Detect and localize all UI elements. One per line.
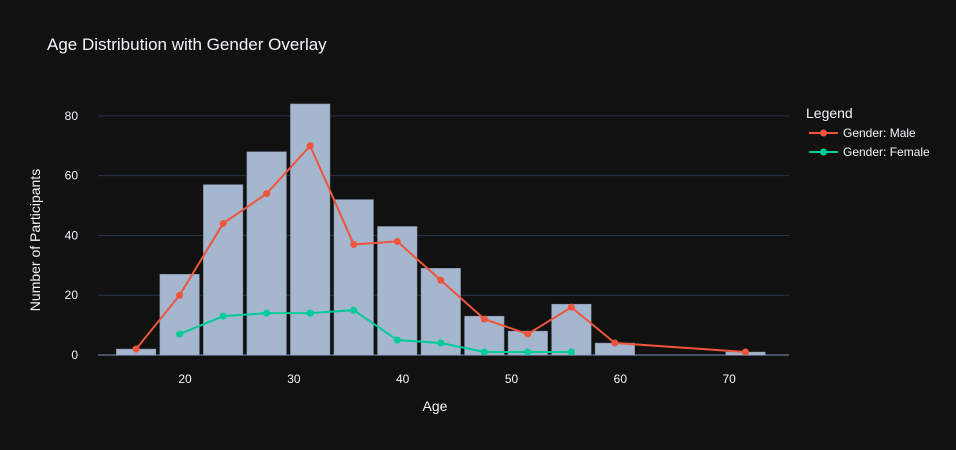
series-point[interactable] bbox=[350, 240, 358, 248]
histogram-bars bbox=[116, 103, 766, 356]
series-point[interactable] bbox=[741, 348, 749, 356]
x-axis-label: Age bbox=[423, 398, 448, 414]
y-tick-label: 40 bbox=[65, 228, 79, 242]
x-tick-label: 60 bbox=[614, 372, 628, 386]
series-point[interactable] bbox=[219, 312, 227, 320]
histogram-bar[interactable] bbox=[203, 184, 244, 356]
x-tick-label: 20 bbox=[178, 372, 192, 386]
series-point[interactable] bbox=[393, 237, 401, 245]
x-tick-label: 30 bbox=[287, 372, 301, 386]
y-tick-label: 0 bbox=[71, 348, 78, 362]
chart-title: Age Distribution with Gender Overlay bbox=[47, 35, 327, 54]
y-tick-label: 60 bbox=[65, 169, 79, 183]
series-point[interactable] bbox=[567, 303, 575, 311]
x-ticks: 20 30 40 50 60 70 bbox=[178, 372, 736, 386]
legend-marker bbox=[820, 148, 827, 156]
histogram-bar[interactable] bbox=[333, 199, 374, 356]
series-point[interactable] bbox=[437, 276, 445, 284]
y-axis-label: Number of Participants bbox=[27, 169, 43, 311]
legend-item-label[interactable]: Gender: Male bbox=[843, 126, 916, 140]
series-line bbox=[179, 309, 572, 354]
series-point[interactable] bbox=[524, 348, 532, 356]
histogram-bar[interactable] bbox=[551, 303, 592, 356]
series-point[interactable] bbox=[263, 190, 271, 198]
x-tick-label: 70 bbox=[722, 372, 736, 386]
histogram-bar[interactable] bbox=[377, 226, 418, 356]
legend-item-label[interactable]: Gender: Female bbox=[843, 145, 930, 159]
series-point[interactable] bbox=[480, 315, 488, 323]
histogram-bar[interactable] bbox=[246, 151, 287, 356]
series-lines bbox=[132, 142, 749, 356]
series-point[interactable] bbox=[176, 291, 184, 299]
series-point[interactable] bbox=[176, 330, 184, 338]
series-point[interactable] bbox=[480, 348, 488, 356]
y-tick-label: 20 bbox=[65, 288, 79, 302]
y-ticks: 0 20 40 60 80 bbox=[65, 109, 79, 362]
series-point[interactable] bbox=[567, 348, 575, 356]
series-point[interactable] bbox=[132, 345, 140, 353]
histogram-bar[interactable] bbox=[290, 103, 331, 356]
series-point[interactable] bbox=[219, 219, 227, 227]
series-point[interactable] bbox=[306, 142, 314, 150]
histogram-bar[interactable] bbox=[159, 274, 200, 356]
legend-title: Legend bbox=[806, 105, 853, 121]
series-point[interactable] bbox=[524, 330, 532, 338]
series-point[interactable] bbox=[611, 339, 619, 347]
series-point[interactable] bbox=[393, 336, 401, 344]
series-point[interactable] bbox=[437, 339, 445, 347]
series-point[interactable] bbox=[306, 309, 314, 317]
x-tick-label: 50 bbox=[505, 372, 519, 386]
legend-marker bbox=[820, 129, 827, 137]
series-point[interactable] bbox=[263, 309, 271, 317]
y-tick-label: 80 bbox=[65, 109, 79, 123]
series-point[interactable] bbox=[350, 306, 358, 314]
x-tick-label: 40 bbox=[396, 372, 410, 386]
legend[interactable]: Legend Gender: Male Gender: Female bbox=[806, 105, 930, 159]
